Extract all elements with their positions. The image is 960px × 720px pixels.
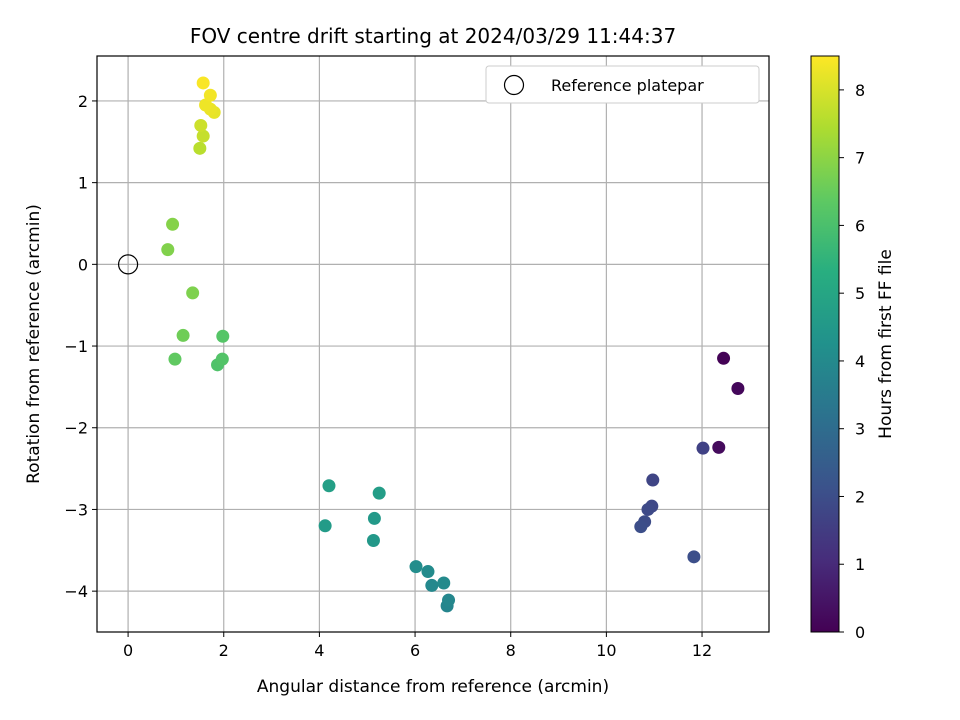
y-tick-label: −4	[64, 582, 88, 601]
reference-marker	[117, 254, 139, 275]
x-tick-label: 6	[410, 641, 420, 660]
colorbar-tick-label: 4	[855, 352, 865, 371]
data-point	[166, 217, 180, 231]
data-point	[437, 576, 451, 590]
y-tick-label: −3	[64, 500, 88, 519]
data-point	[322, 479, 336, 493]
y-tick-label: 0	[78, 255, 88, 274]
plot-frame	[96, 55, 770, 633]
legend-entry-reference: Reference platepar	[551, 76, 704, 95]
data-point	[731, 382, 745, 396]
y-tick-label: −1	[64, 337, 88, 356]
data-point	[372, 486, 386, 500]
colorbar-tick-label: 7	[855, 149, 865, 168]
legend: Reference platepar	[485, 65, 760, 104]
data-point	[203, 88, 217, 102]
data-point	[717, 351, 731, 365]
y-tick-label: 1	[78, 174, 88, 193]
data-point	[696, 441, 710, 455]
y-tick-label: −2	[64, 419, 88, 438]
data-point	[409, 560, 423, 574]
colorbar-tick-label: 5	[855, 284, 865, 303]
legend-marker-reference	[503, 74, 525, 96]
data-point	[194, 118, 208, 132]
colorbar-tick-label: 8	[855, 81, 865, 100]
data-point	[367, 511, 381, 525]
x-tick-label: 8	[506, 641, 516, 660]
x-axis-label: Angular distance from reference (arcmin)	[257, 677, 609, 697]
data-point	[196, 129, 210, 143]
colorbar-tick-label: 2	[855, 487, 865, 506]
data-point	[318, 519, 332, 533]
colorbar-tick-label: 1	[855, 555, 865, 574]
colorbar: 0 1 2 3 4 5 6 7 8 Hours from first FF file	[810, 55, 896, 642]
data-point	[641, 502, 655, 516]
data-point	[216, 329, 230, 343]
data-point	[186, 286, 200, 300]
data-point	[193, 141, 207, 155]
colorbar-tick-label: 0	[855, 623, 865, 642]
legend-box	[485, 65, 760, 104]
data-point	[687, 550, 701, 564]
colorbar-ticks: 0 1 2 3 4 5 6 7 8	[839, 81, 865, 642]
data-point	[425, 578, 439, 592]
x-tick-label: 4	[314, 641, 324, 660]
colorbar-gradient	[810, 55, 840, 633]
data-point	[421, 565, 435, 579]
data-point	[366, 533, 380, 547]
data-point	[634, 520, 648, 534]
plot-area	[97, 56, 769, 632]
x-tick-label: 2	[219, 641, 229, 660]
x-tick-label: 0	[123, 641, 133, 660]
data-point	[161, 243, 175, 257]
data-point	[168, 352, 182, 366]
y-tick-label: 2	[78, 92, 88, 111]
data-point	[199, 98, 213, 112]
y-axis-label: Rotation from reference (arcmin)	[24, 204, 44, 484]
data-point	[215, 352, 229, 366]
x-tick-label: 10	[596, 641, 616, 660]
data-point	[646, 473, 660, 487]
data-point	[176, 328, 190, 342]
colorbar-label: Hours from first FF file	[876, 249, 896, 439]
data-point	[442, 593, 456, 607]
chart-title: FOV centre drift starting at 2024/03/29 …	[190, 24, 676, 48]
colorbar-tick-label: 3	[855, 420, 865, 439]
data-point	[712, 440, 726, 454]
colorbar-tick-label: 6	[855, 216, 865, 235]
x-tick-label: 12	[692, 641, 712, 660]
data-point	[196, 76, 210, 90]
